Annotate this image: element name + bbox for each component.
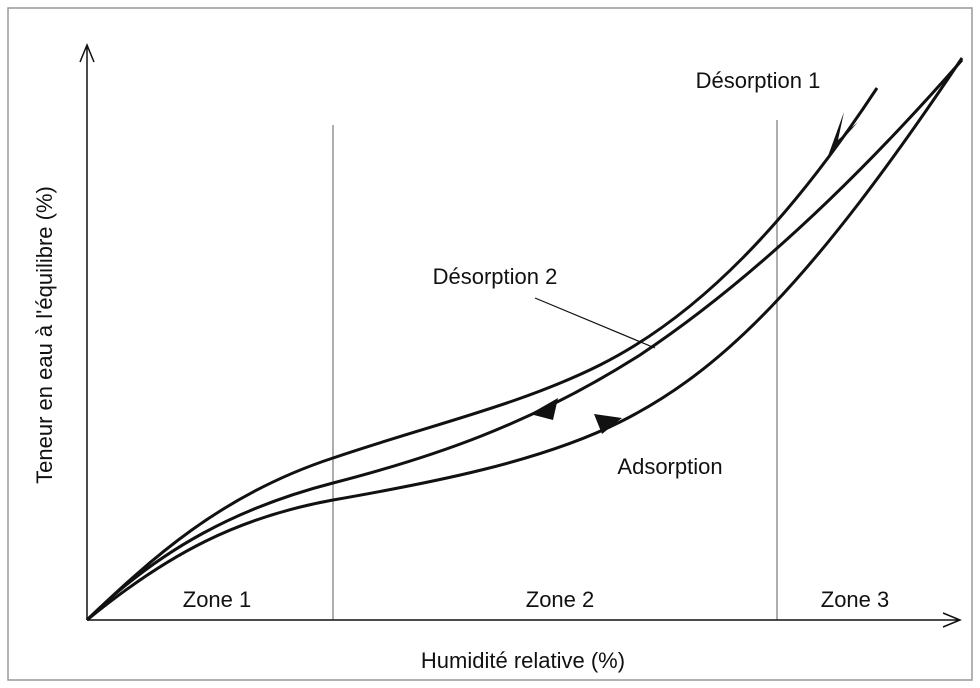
arrow <box>530 398 558 420</box>
adsorption-curve <box>86 57 964 622</box>
leader-line <box>534 297 656 349</box>
y-axis-label: Teneur en eau à l'équilibre (%) <box>32 186 57 484</box>
zone-label: Zone 2 <box>526 587 595 612</box>
desorption-1-curve <box>85 87 879 622</box>
desorption-2-curve <box>85 59 964 622</box>
curve-label: Désorption 1 <box>696 68 821 93</box>
x-axis-label: Humidité relative (%) <box>421 648 625 673</box>
x-axis <box>87 612 962 628</box>
frame <box>7 7 973 681</box>
curve-label: Désorption 2 <box>433 264 558 289</box>
arrow <box>594 414 622 434</box>
curve-label: Adsorption <box>617 454 722 479</box>
zone-label: Zone 1 <box>183 587 252 612</box>
y-axis <box>79 43 95 620</box>
arrow <box>828 112 858 156</box>
zone-label: Zone 3 <box>821 587 890 612</box>
